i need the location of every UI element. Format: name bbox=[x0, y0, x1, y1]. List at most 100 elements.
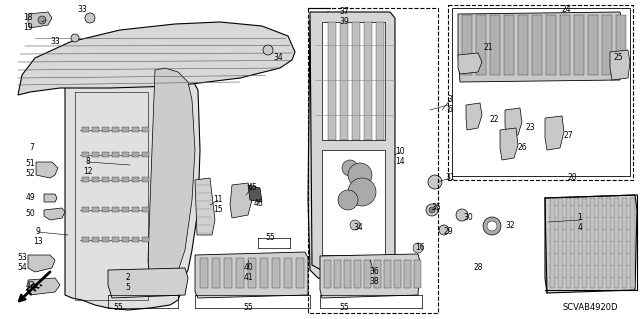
Bar bbox=[352, 22, 360, 140]
Bar bbox=[334, 260, 341, 288]
Circle shape bbox=[426, 204, 438, 216]
Bar bbox=[630, 198, 635, 288]
Circle shape bbox=[85, 13, 95, 23]
Text: 23: 23 bbox=[525, 123, 535, 132]
Bar bbox=[376, 22, 384, 140]
Polygon shape bbox=[505, 108, 522, 138]
Polygon shape bbox=[18, 22, 295, 95]
Bar bbox=[260, 258, 268, 288]
Text: 51: 51 bbox=[25, 160, 35, 168]
Bar bbox=[112, 177, 119, 182]
Bar bbox=[284, 258, 292, 288]
Text: 34: 34 bbox=[273, 54, 283, 63]
Bar bbox=[272, 258, 280, 288]
Bar bbox=[616, 15, 626, 75]
Bar bbox=[404, 260, 411, 288]
Text: 25: 25 bbox=[613, 54, 623, 63]
Text: 42: 42 bbox=[25, 281, 35, 291]
Text: 11: 11 bbox=[213, 196, 223, 204]
Text: 3: 3 bbox=[447, 95, 452, 105]
Bar bbox=[518, 15, 528, 75]
Polygon shape bbox=[148, 68, 195, 295]
Polygon shape bbox=[108, 268, 188, 298]
Circle shape bbox=[263, 45, 273, 55]
Text: 40: 40 bbox=[243, 263, 253, 272]
Text: 26: 26 bbox=[517, 144, 527, 152]
Text: 5: 5 bbox=[125, 284, 131, 293]
Text: 27: 27 bbox=[563, 130, 573, 139]
Text: 39: 39 bbox=[339, 18, 349, 26]
Bar bbox=[364, 22, 372, 140]
Bar bbox=[112, 237, 119, 242]
Bar bbox=[324, 260, 331, 288]
Polygon shape bbox=[28, 12, 52, 28]
Bar bbox=[122, 127, 129, 132]
Text: 35: 35 bbox=[431, 204, 441, 212]
Circle shape bbox=[413, 243, 423, 253]
Bar bbox=[598, 198, 603, 288]
Text: 52: 52 bbox=[25, 169, 35, 179]
Bar bbox=[132, 152, 139, 157]
Text: 21: 21 bbox=[483, 43, 493, 53]
Circle shape bbox=[338, 190, 358, 210]
Polygon shape bbox=[44, 208, 65, 220]
Text: 33: 33 bbox=[77, 5, 87, 14]
Polygon shape bbox=[310, 12, 395, 292]
Polygon shape bbox=[458, 12, 622, 82]
Text: 54: 54 bbox=[17, 263, 27, 272]
Text: 55: 55 bbox=[243, 303, 253, 313]
Text: 30: 30 bbox=[463, 213, 473, 222]
Circle shape bbox=[342, 160, 358, 176]
Circle shape bbox=[38, 16, 46, 24]
Bar bbox=[614, 198, 619, 288]
Text: 6: 6 bbox=[447, 106, 452, 115]
Bar bbox=[82, 237, 89, 242]
Text: 8: 8 bbox=[86, 158, 90, 167]
Text: 55: 55 bbox=[265, 234, 275, 242]
Bar bbox=[112, 127, 119, 132]
Bar bbox=[602, 15, 612, 75]
Bar bbox=[132, 177, 139, 182]
Bar bbox=[102, 152, 109, 157]
Bar bbox=[340, 22, 348, 140]
Text: FR.: FR. bbox=[25, 278, 45, 298]
Bar bbox=[102, 177, 109, 182]
Text: SCVAB4920D: SCVAB4920D bbox=[563, 303, 618, 313]
Text: 20: 20 bbox=[567, 174, 577, 182]
Text: 13: 13 bbox=[33, 238, 43, 247]
Text: 46: 46 bbox=[253, 199, 263, 209]
Bar bbox=[236, 258, 244, 288]
Text: 28: 28 bbox=[473, 263, 483, 272]
Polygon shape bbox=[500, 128, 518, 160]
Polygon shape bbox=[322, 22, 385, 140]
Bar bbox=[532, 15, 542, 75]
Polygon shape bbox=[322, 150, 385, 255]
Bar bbox=[82, 177, 89, 182]
Bar bbox=[132, 237, 139, 242]
Bar bbox=[374, 260, 381, 288]
Bar bbox=[364, 260, 371, 288]
Bar bbox=[452, 8, 630, 176]
Text: 50: 50 bbox=[25, 210, 35, 219]
Polygon shape bbox=[545, 195, 637, 293]
Text: 49: 49 bbox=[25, 194, 35, 203]
Text: 36: 36 bbox=[369, 268, 379, 277]
Bar bbox=[142, 152, 149, 157]
Bar bbox=[112, 207, 119, 212]
Polygon shape bbox=[466, 103, 482, 130]
Bar bbox=[102, 237, 109, 242]
Bar bbox=[224, 258, 232, 288]
Text: 55: 55 bbox=[113, 303, 123, 313]
Text: 29: 29 bbox=[443, 227, 453, 236]
Polygon shape bbox=[610, 50, 630, 80]
Bar bbox=[102, 207, 109, 212]
Text: 15: 15 bbox=[213, 205, 223, 214]
Bar bbox=[200, 258, 208, 288]
Text: 18: 18 bbox=[23, 13, 33, 23]
Text: 7: 7 bbox=[29, 144, 35, 152]
Circle shape bbox=[483, 217, 501, 235]
Bar bbox=[504, 15, 514, 75]
Polygon shape bbox=[195, 178, 215, 235]
Bar bbox=[344, 260, 351, 288]
Bar bbox=[142, 127, 149, 132]
